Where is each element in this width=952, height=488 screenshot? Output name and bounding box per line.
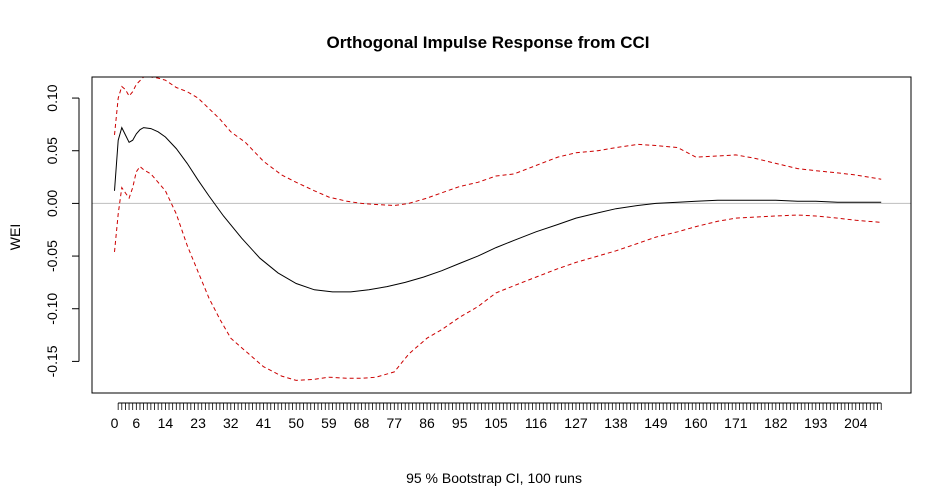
x-axis: 0 6 14 23 32 41 50 59 68 77 86 95 105 116 127 138 149 160… — [111, 402, 882, 431]
x-tick-label: 77 — [387, 415, 403, 431]
series-response-line — [114, 126, 882, 293]
x-tick-label: 86 — [419, 415, 435, 431]
series-upper-line — [114, 76, 882, 207]
y-tick-label: 0.05 — [44, 137, 60, 164]
x-tick-label: 149 — [644, 415, 668, 431]
x-tick-label: 14 — [158, 415, 174, 431]
x-tick-label: 95 — [452, 415, 468, 431]
x-tick-label: 59 — [321, 415, 337, 431]
plot-area — [91, 76, 912, 394]
x-tick-label: 160 — [684, 415, 708, 431]
chart-title: Orthogonal Impulse Response from CCI — [326, 33, 649, 52]
x-tick-label: 68 — [354, 415, 370, 431]
x-tick-label: 23 — [190, 415, 206, 431]
y-tick-label: -0.10 — [44, 293, 60, 325]
x-tick-label: 50 — [288, 415, 304, 431]
x-tick-label: 182 — [764, 415, 788, 431]
x-tick-label: 193 — [804, 415, 828, 431]
y-tick-label: -0.05 — [44, 240, 60, 272]
x-tick-label: 138 — [604, 415, 628, 431]
x-tick-label: 116 — [525, 415, 548, 431]
y-tick-label: 0.10 — [44, 84, 60, 111]
y-tick-label: 0.00 — [44, 190, 60, 217]
x-tick-label: 105 — [484, 415, 508, 431]
x-tick-label: 204 — [844, 415, 868, 431]
y-axis-label: WEI — [7, 224, 23, 250]
y-axis: -0.15 -0.10 -0.05 0.00 0.05 0.10 — [44, 84, 80, 377]
x-tick-label: 41 — [256, 415, 272, 431]
x-tick-label: 0 — [111, 415, 119, 431]
x-tick-label: 32 — [223, 415, 239, 431]
x-axis-label: 95 % Bootstrap CI, 100 runs — [406, 470, 582, 486]
plot-frame — [91, 76, 912, 394]
x-tick-label: 6 — [132, 415, 140, 431]
series-lower-line — [114, 165, 882, 381]
x-tick-label: 127 — [564, 415, 588, 431]
x-tick-label: 171 — [724, 415, 748, 431]
y-tick-label: -0.15 — [44, 345, 60, 377]
